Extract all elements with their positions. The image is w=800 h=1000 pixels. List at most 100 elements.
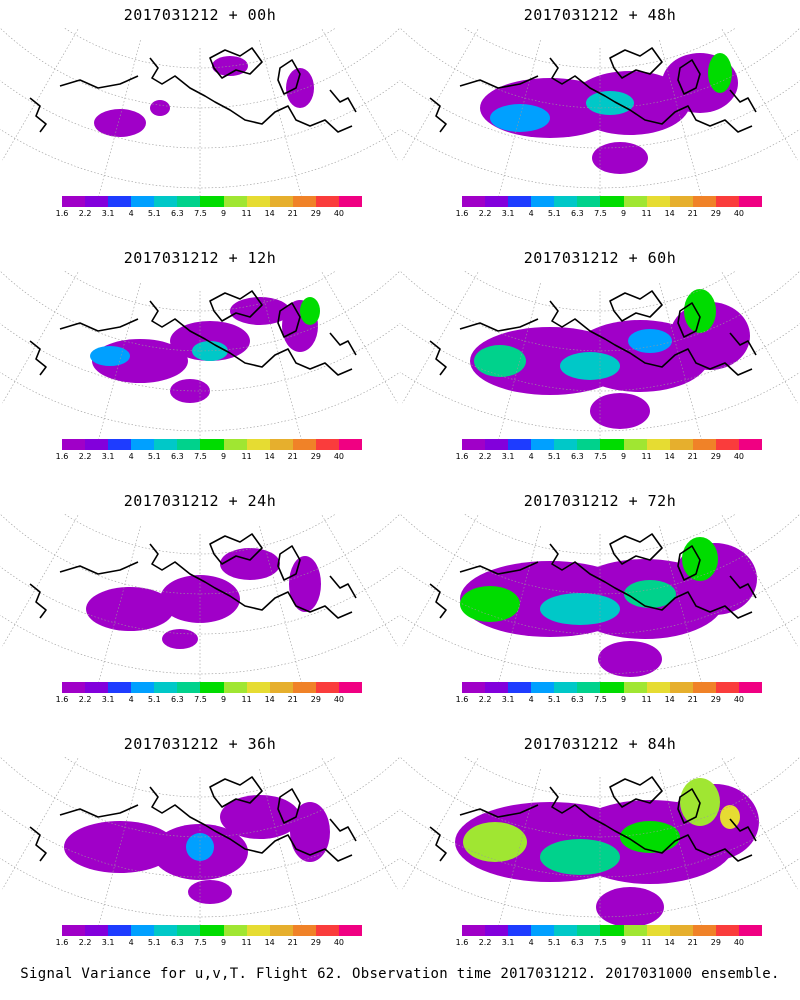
colorbar <box>462 682 763 693</box>
meridian-line <box>320 514 398 647</box>
colorbar-swatch <box>223 682 247 693</box>
colorbar-labels: 1.6 2.2 3.1 4 5.1 6.3 7.5 9 11 14 21 29 40 <box>456 452 762 464</box>
meridian-line <box>320 271 398 404</box>
meridian-line <box>497 40 541 198</box>
colorbar-swatch <box>715 439 739 450</box>
colorbar-swatch <box>131 439 155 450</box>
colorbar-tick-label: 3.1 <box>101 209 115 218</box>
coastline-chukotka <box>59 561 139 575</box>
meridian-line <box>763 271 800 340</box>
colorbar-tick-label: 7.5 <box>594 695 607 704</box>
colorbar-swatch <box>292 925 316 936</box>
meridian-line <box>720 514 798 647</box>
variance-peak <box>708 53 732 93</box>
colorbar-tick-label: 5.1 <box>147 695 161 704</box>
coastline-europe <box>329 818 357 842</box>
colorbar-swatch <box>623 925 647 936</box>
colorbar-swatch <box>177 196 201 207</box>
meridian-line <box>363 28 400 97</box>
coastline-europe <box>329 332 357 356</box>
colorbar-tick-label: 5.1 <box>547 938 561 947</box>
coastline-siberia <box>429 826 447 862</box>
colorbar-tick-label: 11 <box>241 938 252 947</box>
graticule <box>400 514 800 684</box>
variance-region <box>162 629 198 649</box>
latitude-circle <box>0 80 400 149</box>
variance-peak <box>460 586 520 622</box>
coastline-siberia <box>29 583 47 619</box>
coastline-greenland <box>677 59 701 95</box>
meridian-line <box>97 40 141 198</box>
coastline <box>29 776 357 862</box>
colorbar-swatch <box>108 439 132 450</box>
colorbar-swatch <box>223 925 247 936</box>
graticule <box>0 28 400 198</box>
colorbar-tick-label: 29 <box>310 209 321 218</box>
panel-title: 2017031212 + 72h <box>523 492 677 510</box>
colorbar-swatch <box>177 925 201 936</box>
colorbar-tick-label: 14 <box>664 209 675 218</box>
colorbar-tick-label: 2.2 <box>78 452 92 461</box>
colorbar-swatch <box>600 925 624 936</box>
colorbar-labels: 1.6 2.2 3.1 4 5.1 6.3 7.5 9 11 14 21 29 40 <box>456 209 762 221</box>
colorbar-tick-label: 40 <box>333 695 345 704</box>
colorbar-tick-label: 6.3 <box>571 695 584 704</box>
colorbar-swatch <box>623 682 647 693</box>
forecast-panel: 2017031212 + 12h 1.6 2.2 3.1 4 5.1 6.3 7.5 9 11 14… <box>0 243 400 488</box>
coastline-europe <box>729 818 757 842</box>
latitude-circle <box>463 28 737 69</box>
meridian-line <box>497 526 541 684</box>
colorbar-tick-label: 14 <box>264 695 275 704</box>
variance-region <box>220 795 300 839</box>
colorbar-swatch <box>646 925 670 936</box>
colorbar-swatch <box>715 925 739 936</box>
colorbar-swatch <box>62 196 86 207</box>
meridian-line <box>400 271 437 340</box>
coastline-europe <box>729 332 757 356</box>
colorbar-tick-label: 7.5 <box>594 938 607 947</box>
coastline-europe <box>729 89 757 113</box>
colorbar-swatch <box>315 925 339 936</box>
latitude-circle <box>0 514 400 595</box>
colorbar-swatch <box>315 439 339 450</box>
colorbar-swatch <box>738 682 763 693</box>
polar-map <box>0 757 400 927</box>
colorbar <box>462 925 763 936</box>
colorbar-swatch <box>292 682 316 693</box>
variance-peak <box>540 593 620 625</box>
polar-map <box>0 514 400 684</box>
colorbar-swatch <box>85 925 109 936</box>
colorbar-tick-label: 1.6 <box>455 209 469 218</box>
coastline <box>29 47 357 133</box>
colorbar-tick-label: 14 <box>664 938 675 947</box>
graticule <box>0 271 400 441</box>
coastline-arctic-islands <box>609 533 663 565</box>
meridian-line <box>363 757 400 826</box>
colorbar-swatch <box>108 196 132 207</box>
panel-title: 2017031212 + 36h <box>123 735 277 753</box>
meridian-line <box>720 757 798 890</box>
colorbar-swatch <box>692 682 716 693</box>
colorbar-tick-label: 9 <box>620 452 627 461</box>
colorbar <box>462 439 763 450</box>
colorbar-swatch <box>485 925 509 936</box>
meridian-line <box>400 28 437 97</box>
variance-field <box>480 53 738 174</box>
colorbar-tick-label: 40 <box>333 452 345 461</box>
coastline-europe <box>329 575 357 599</box>
meridian-line <box>2 28 80 161</box>
forecast-panel: 2017031212 + 48h 1.6 2.2 3.1 4 5.1 6.3 7.5 9 11 14… <box>400 0 800 245</box>
colorbar-tick-label: 11 <box>641 452 652 461</box>
colorbar-swatch <box>554 925 578 936</box>
colorbar-swatch <box>600 196 624 207</box>
coastline-arctic-islands <box>609 776 663 808</box>
panel-title: 2017031212 + 60h <box>523 249 677 267</box>
colorbar-tick-label: 5.1 <box>547 452 561 461</box>
colorbar-tick-label: 14 <box>264 938 275 947</box>
colorbar-tick-label: 9 <box>220 452 227 461</box>
coastline-arctic-islands <box>209 290 263 322</box>
meridian-line <box>402 28 480 161</box>
coastline-siberia <box>29 340 47 376</box>
meridian-line <box>97 769 141 927</box>
variance-peak <box>540 839 620 875</box>
